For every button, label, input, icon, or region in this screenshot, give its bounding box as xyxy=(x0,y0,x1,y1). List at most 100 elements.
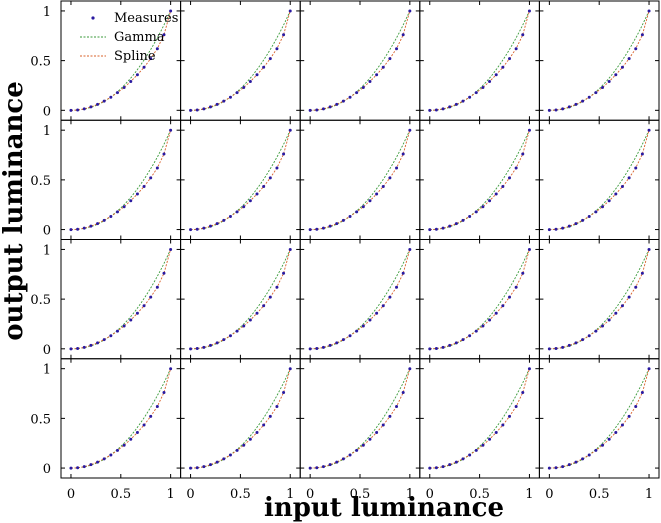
measure-point xyxy=(620,423,624,427)
measure-point xyxy=(461,99,465,103)
measure-point xyxy=(508,57,511,61)
measure-point xyxy=(242,324,246,328)
measure-point xyxy=(315,466,319,470)
subplot-r2-c5 xyxy=(538,119,660,240)
spline-line xyxy=(190,368,291,469)
subplot-r3-c1: 00.51 xyxy=(30,239,182,360)
measure-point xyxy=(594,329,598,333)
measure-point xyxy=(581,457,585,461)
x-tick-label: 1 xyxy=(645,487,653,502)
measure-point xyxy=(434,227,438,231)
spline-line xyxy=(70,249,172,350)
measure-point xyxy=(195,227,199,231)
spline-line xyxy=(429,10,530,111)
measure-point xyxy=(474,329,478,333)
measure-point xyxy=(640,271,644,275)
measure-point xyxy=(401,33,405,37)
measure-point xyxy=(215,460,219,464)
subplot-frame xyxy=(419,0,540,121)
measure-point xyxy=(235,91,239,95)
measure-point xyxy=(368,437,372,441)
measure-point xyxy=(587,214,591,218)
legend-marker xyxy=(91,16,95,20)
measure-point xyxy=(547,108,551,112)
spline-line xyxy=(310,368,411,469)
measure-point xyxy=(89,343,93,347)
measure-point xyxy=(607,318,611,322)
measure-point xyxy=(428,228,432,232)
measure-point xyxy=(235,448,239,452)
measure-point xyxy=(262,185,266,189)
gamma-line xyxy=(190,10,291,111)
measure-point xyxy=(508,295,511,299)
measure-point xyxy=(228,95,232,99)
measure-point xyxy=(275,166,279,170)
measure-point xyxy=(341,218,345,222)
measure-point xyxy=(215,222,219,226)
subplot-frame xyxy=(419,358,540,479)
measure-point xyxy=(361,443,365,447)
y-tick-label: 1 xyxy=(43,363,51,378)
measure-point xyxy=(554,108,558,112)
measure-point xyxy=(561,226,565,230)
gamma-line xyxy=(429,130,530,231)
measure-point xyxy=(448,343,452,347)
measure-point xyxy=(441,465,445,469)
x-tick-label: 0.5 xyxy=(350,487,371,502)
gamma-line xyxy=(549,368,650,469)
measure-point xyxy=(248,79,252,83)
measure-point xyxy=(361,85,365,89)
measure-point xyxy=(375,430,379,434)
measure-point xyxy=(102,457,106,461)
measure-point xyxy=(209,105,212,109)
y-tick-label: 1 xyxy=(43,5,51,20)
measure-point xyxy=(82,345,86,349)
spline-line xyxy=(549,368,650,469)
measure-point xyxy=(508,176,511,180)
measure-point xyxy=(96,222,100,226)
measure-point xyxy=(434,108,438,112)
subplot-frame xyxy=(60,239,182,360)
measure-point xyxy=(209,224,212,228)
measure-point xyxy=(388,57,392,61)
legend: Measures Gamma Spline xyxy=(80,11,178,64)
x-axis-label: input luminance xyxy=(264,493,504,523)
y-tick-label: 0 xyxy=(43,462,51,477)
measure-point xyxy=(508,414,511,418)
measure-point xyxy=(514,404,518,408)
measure-point xyxy=(76,108,80,112)
measure-point xyxy=(361,324,365,328)
measure-point xyxy=(594,91,598,95)
measure-point xyxy=(328,224,332,228)
measure-point xyxy=(501,423,505,427)
subplot-r2-c2 xyxy=(180,119,301,240)
measure-point xyxy=(255,73,259,77)
measure-point xyxy=(155,166,159,170)
measure-point xyxy=(321,465,325,469)
y-tick-label: 0.5 xyxy=(30,174,51,189)
measure-point xyxy=(215,341,219,345)
measure-point xyxy=(189,347,193,351)
measure-point xyxy=(328,105,332,109)
gamma-line xyxy=(71,249,172,350)
measure-point xyxy=(288,9,292,13)
measure-point xyxy=(627,176,631,180)
measure-point xyxy=(587,453,591,457)
measure-point xyxy=(448,463,452,467)
subplot-frame xyxy=(299,358,421,479)
measure-point xyxy=(395,47,399,51)
measure-point xyxy=(155,285,159,289)
measure-point xyxy=(408,247,412,251)
measure-point xyxy=(561,345,565,349)
measure-point xyxy=(461,338,465,342)
measure-point xyxy=(315,227,319,231)
measure-point xyxy=(474,448,478,452)
measure-point xyxy=(149,176,153,180)
measure-point xyxy=(109,95,113,99)
measure-point xyxy=(155,47,159,51)
measure-point xyxy=(308,466,312,470)
x-tick-label: 0.5 xyxy=(230,487,251,502)
measure-point xyxy=(594,210,598,214)
measure-point xyxy=(129,79,133,83)
measure-point xyxy=(248,318,252,322)
